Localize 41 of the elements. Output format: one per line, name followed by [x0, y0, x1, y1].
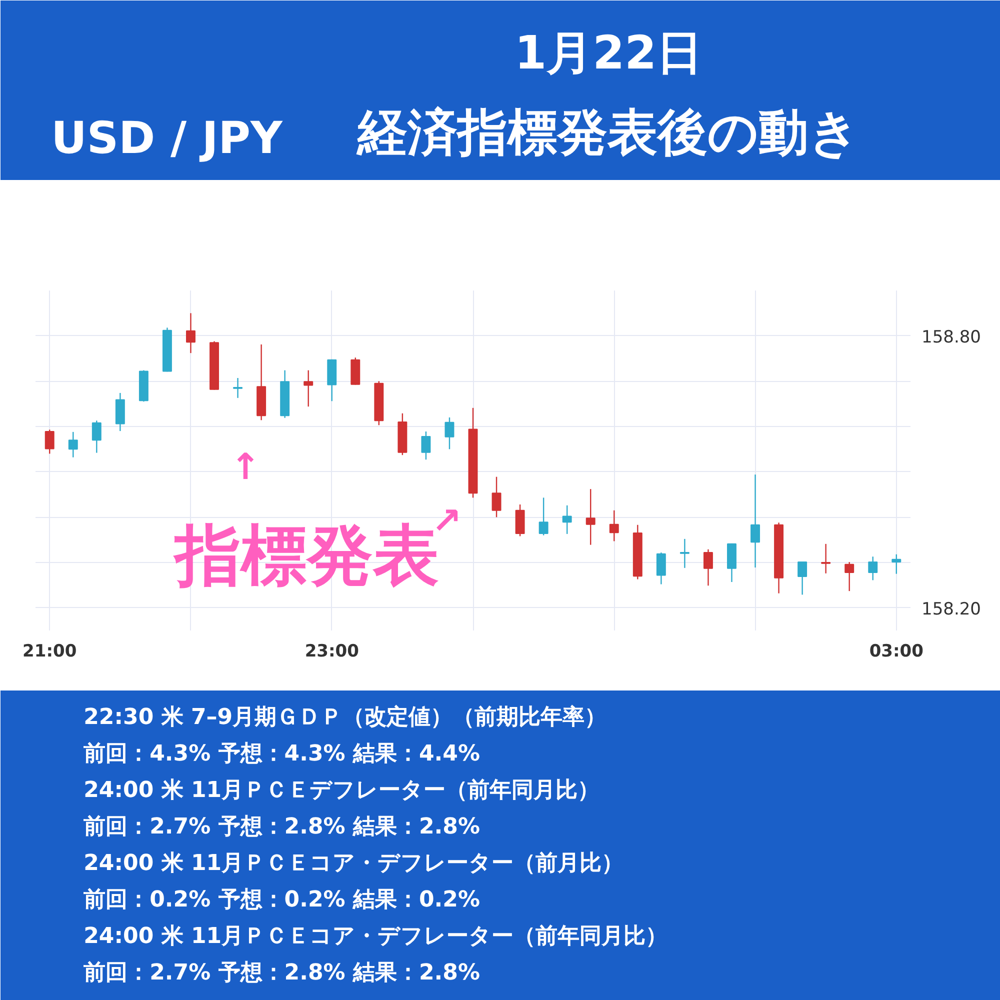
candlestick: [492, 476, 502, 518]
x-tick-label: 03:00: [869, 642, 924, 662]
text: 前回：0.2% 予想：0.2% 結果：0.2%: [82, 888, 480, 912]
candlestick: [656, 552, 666, 585]
text: USD / JPY: [51, 113, 284, 164]
text: 24:00 米 11月ＰＣＥコア・デフレーター（前月比）: [84, 851, 624, 876]
candlestick: [750, 474, 760, 568]
text: 前回：2.7% 予想：2.8% 結果：2.8%: [82, 960, 480, 986]
candlestick: [703, 548, 713, 586]
candlestick: [444, 416, 454, 450]
candlestick: [44, 429, 54, 454]
candlestick: [421, 430, 431, 460]
candlestick: [868, 556, 878, 581]
candlestick: [92, 420, 102, 454]
candlestick: [680, 538, 690, 569]
y-tick-label: 158.20: [922, 599, 981, 620]
candlestick: [304, 370, 314, 408]
text: 前回：4.3% 予想：4.3% 結果：4.4%: [82, 742, 480, 766]
candlestick: [798, 561, 808, 596]
candlestick: [538, 497, 548, 536]
candlestick: [515, 504, 525, 537]
text: 前回：2.7% 予想：2.8% 結果：2.8%: [82, 814, 480, 840]
annotation: 指標発表: [172, 517, 439, 594]
text: 22:30 米 7–9月期ＧＤＰ（改定値）（前期比年率）: [84, 704, 607, 730]
candlestick: [821, 543, 831, 574]
candlestick: [186, 312, 196, 354]
chart-title: 1月22日: [514, 26, 703, 80]
y-tick-label: 158.80: [922, 327, 981, 348]
text: 24:00 米 11月ＰＣＥコア・デフレーター（前年同月比）: [84, 924, 668, 949]
candlestick: [609, 510, 619, 542]
text: 24:00 米 11月ＰＣＥデフレーター（前年同月比）: [84, 778, 600, 803]
candlestick: [892, 554, 902, 574]
candlestick: [586, 488, 596, 546]
candlestick: [233, 377, 243, 399]
candlestick: [844, 561, 854, 592]
x-tick-label: 23:00: [304, 642, 360, 662]
x-tick-label: 21:00: [22, 642, 77, 662]
candlestick: [562, 504, 572, 535]
candlestick: [68, 431, 78, 458]
chart-subtitle: 経済指標発表後の動き: [356, 104, 860, 162]
annotation: ↑: [230, 446, 261, 488]
